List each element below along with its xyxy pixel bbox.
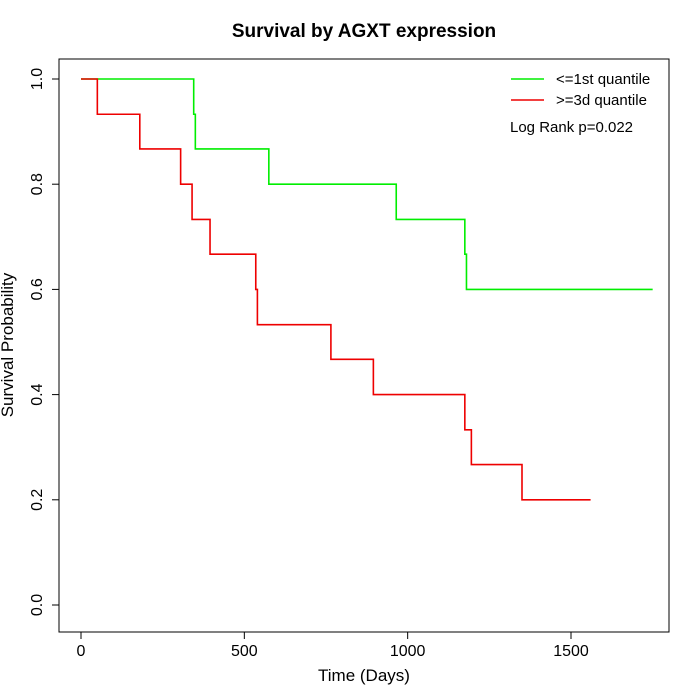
- x-tick-label: 1000: [390, 643, 426, 660]
- survival-curve-1: [81, 78, 653, 291]
- x-axis-label: Time (Days): [318, 666, 410, 685]
- y-tick-label: 0.2: [29, 489, 46, 511]
- y-axis: 0.0 0.2 0.4 0.6 0.8 1.0: [29, 68, 60, 616]
- x-tick-label: 0: [77, 643, 86, 660]
- x-tick-label: 500: [231, 643, 258, 660]
- survival-curve-2: [81, 78, 591, 501]
- series-layer: [81, 78, 653, 501]
- x-axis: 0 500 1000 1500: [77, 631, 589, 660]
- legend-label: >=3d quantile: [556, 92, 647, 109]
- y-tick-label: 0.8: [29, 173, 46, 195]
- plot-frame: [58, 58, 670, 633]
- chart-title: Survival by AGXT expression: [232, 21, 496, 42]
- legend: <=1st quantile >=3d quantile: [511, 71, 650, 109]
- log-rank-annotation: Log Rank p=0.022: [510, 119, 633, 136]
- x-tick-label: 1500: [553, 643, 589, 660]
- y-tick-label: 1.0: [29, 68, 46, 90]
- y-tick-label: 0.6: [29, 278, 46, 300]
- y-tick-label: 0.0: [29, 594, 46, 616]
- y-axis-label: Survival Probability: [0, 272, 17, 417]
- legend-label: <=1st quantile: [556, 71, 650, 88]
- y-tick-label: 0.4: [29, 383, 46, 405]
